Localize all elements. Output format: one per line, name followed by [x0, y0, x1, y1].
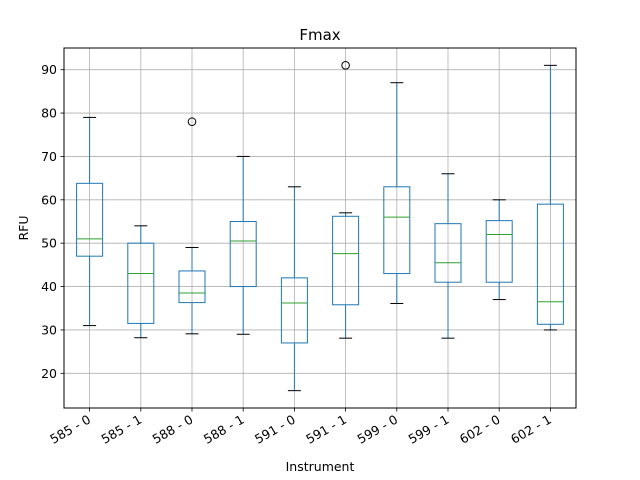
box-iqr	[76, 182, 104, 257]
box-series	[76, 61, 564, 392]
box-iqr	[485, 220, 513, 283]
box-iqr	[280, 277, 308, 344]
box-iqr	[332, 215, 360, 306]
box-group	[280, 186, 308, 392]
box-group	[229, 155, 257, 335]
y-axis-label: RFU	[16, 215, 31, 240]
box-iqr	[383, 186, 411, 275]
box-iqr	[434, 223, 462, 283]
box-group	[127, 225, 155, 339]
box-group	[178, 117, 206, 335]
y-tick-label: 90	[41, 62, 57, 77]
outlier-point	[187, 117, 197, 127]
y-tick-label: 40	[41, 279, 57, 294]
y-tick-label: 60	[41, 192, 57, 207]
chart-title: Fmax	[299, 26, 340, 44]
y-tick-label: 80	[41, 106, 57, 121]
box-group	[76, 116, 104, 327]
box-iqr	[178, 270, 206, 304]
box-iqr	[127, 242, 155, 324]
plot-frame	[63, 47, 577, 409]
box-group	[434, 173, 462, 339]
y-tick-label: 30	[41, 322, 57, 337]
box-iqr	[536, 203, 564, 325]
x-axis-label: Instrument	[286, 459, 355, 474]
box-group	[383, 82, 411, 304]
box-group	[485, 199, 513, 301]
box-iqr	[229, 220, 257, 288]
box-group	[536, 64, 564, 331]
y-tick-label: 50	[41, 236, 57, 251]
y-tick-label: 70	[41, 149, 57, 164]
y-tick-label: 20	[41, 366, 57, 381]
box-group	[332, 61, 360, 339]
outlier-point	[341, 61, 350, 70]
